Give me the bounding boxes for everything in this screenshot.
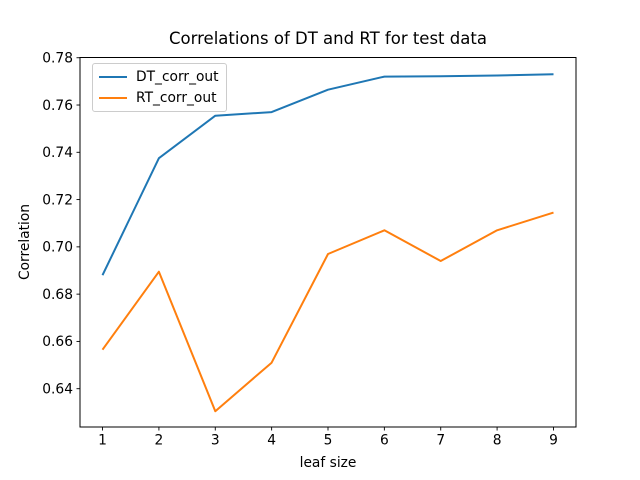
- x-tick-label: 1: [98, 433, 107, 449]
- y-axis-label: Correlation: [17, 203, 33, 281]
- y-tick-label: 0.78: [42, 51, 73, 67]
- x-tick-label: 6: [380, 433, 389, 449]
- x-tick-label: 2: [155, 433, 164, 449]
- legend-entry-rt: RT_corr_out: [99, 90, 219, 106]
- x-tick-label: 5: [324, 433, 333, 449]
- legend-entry-dt: DT_corr_out: [99, 69, 219, 85]
- rt-line-swatch: [99, 96, 127, 100]
- y-tick-label: 0.70: [42, 240, 73, 256]
- series-line-RT_corr_out: [101, 211, 554, 413]
- x-tick-label: 4: [267, 433, 276, 449]
- y-tick-label: 0.74: [42, 145, 73, 161]
- x-tick-label: 9: [549, 433, 558, 449]
- y-tick-label: 0.76: [42, 98, 73, 114]
- y-tick-label: 0.72: [42, 192, 73, 208]
- x-tick-label: 8: [493, 433, 502, 449]
- axes-spines: [79, 57, 577, 428]
- x-tick-label: 7: [436, 433, 445, 449]
- y-tick-label: 0.66: [42, 334, 73, 350]
- x-axis-label: leaf size: [299, 455, 357, 471]
- chart-title: Correlations of DT and RT for test data: [169, 29, 487, 48]
- x-tick-label: 3: [211, 433, 220, 449]
- y-tick-label: 0.68: [42, 287, 73, 303]
- dt-line-swatch: [99, 75, 127, 79]
- legend-label-dt: DT_corr_out: [136, 69, 219, 85]
- legend-label-rt: RT_corr_out: [136, 90, 217, 106]
- y-tick-label: 0.64: [42, 382, 73, 398]
- legend: DT_corr_out RT_corr_out: [92, 63, 227, 112]
- series-line-DT_corr_out: [101, 73, 554, 276]
